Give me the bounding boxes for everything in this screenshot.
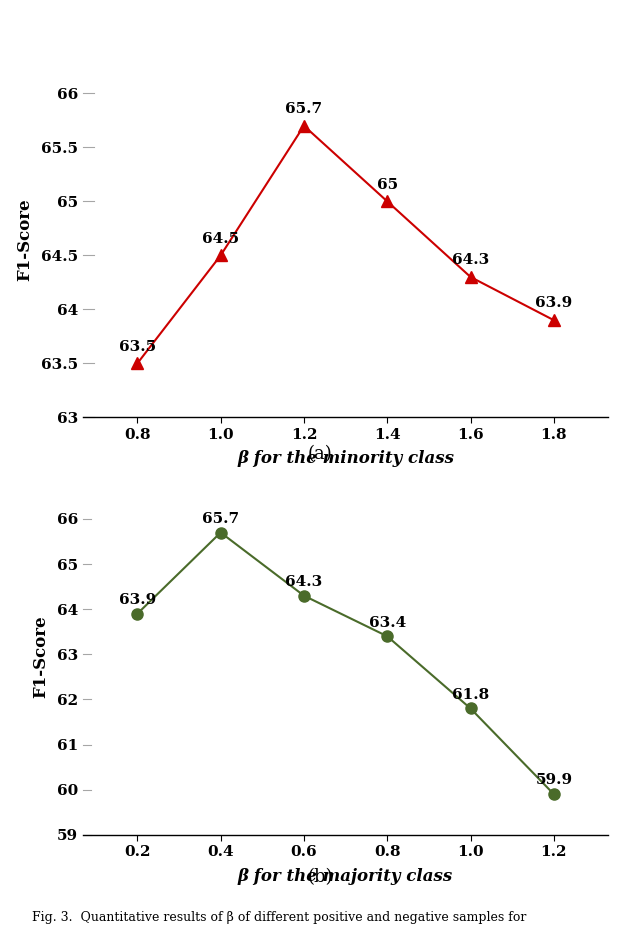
Text: 65: 65 [377, 177, 398, 191]
Text: (a): (a) [308, 446, 332, 463]
Text: 61.8: 61.8 [452, 688, 489, 702]
Text: 63.5: 63.5 [119, 340, 156, 354]
Text: 64.3: 64.3 [452, 253, 489, 267]
Text: 64.3: 64.3 [285, 575, 323, 589]
Text: 63.9: 63.9 [119, 593, 156, 607]
Text: 59.9: 59.9 [535, 774, 572, 787]
Text: 64.5: 64.5 [202, 232, 239, 246]
X-axis label: β for the majority class: β for the majority class [238, 868, 453, 885]
Text: 63.9: 63.9 [535, 296, 572, 310]
Text: (b): (b) [307, 868, 333, 885]
Text: Fig. 3.  Quantitative results of β of different positive and negative samples fo: Fig. 3. Quantitative results of β of dif… [32, 911, 526, 924]
X-axis label: β for the minority class: β for the minority class [237, 450, 454, 467]
Y-axis label: F1-Score: F1-Score [16, 198, 33, 280]
Text: 65.7: 65.7 [202, 512, 239, 526]
Y-axis label: F1-Score: F1-Score [32, 615, 49, 698]
Text: 65.7: 65.7 [285, 102, 323, 116]
Text: 63.4: 63.4 [369, 615, 406, 629]
